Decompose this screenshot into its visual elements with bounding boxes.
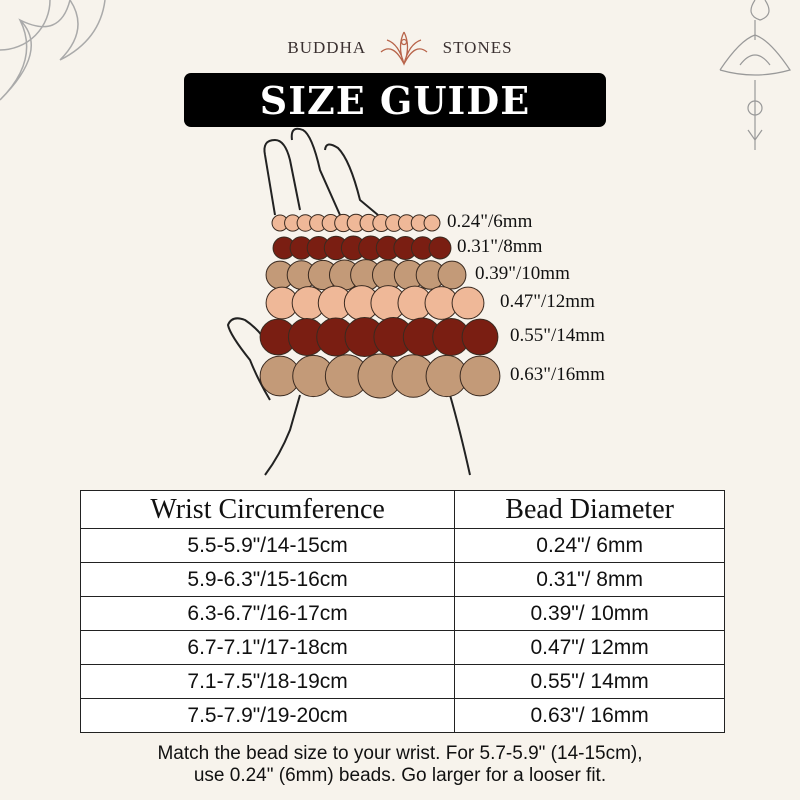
bead [437, 260, 467, 290]
table-row: 6.3-6.7"/16-17cm 0.39"/ 10mm [79, 596, 725, 631]
bead-diameter-cell: 0.39"/ 10mm [454, 596, 725, 631]
hanging-lotus-ornament-icon [719, 0, 791, 150]
table-row: 7.5-7.9"/19-20cm 0.63"/ 16mm [79, 698, 725, 733]
bead-size-label: 0.39"/10mm [475, 263, 570, 284]
brand-left: BUDDHA [287, 38, 367, 57]
meditating-lotus-logo-icon [380, 31, 428, 66]
bead-size-label: 0.31"/8mm [457, 236, 543, 257]
bead [461, 318, 499, 356]
bead [423, 214, 441, 232]
table-row: 6.7-7.1"/17-18cm 0.47"/ 12mm [79, 630, 725, 665]
bead-size-label: 0.55"/14mm [510, 325, 605, 346]
header-wrist: Wrist Circumference [79, 490, 456, 529]
bead [451, 286, 485, 320]
brand-logo: BUDDHA STONES [0, 30, 800, 66]
bead-diameter-cell: 0.55"/ 14mm [454, 664, 725, 699]
lotus-ornament-icon [0, 0, 106, 101]
table-row: 7.1-7.5"/18-19cm 0.55"/ 14mm [79, 664, 725, 699]
bead-rows [259, 213, 501, 399]
hand-outline [226, 127, 471, 476]
wrist-cell: 7.1-7.5"/18-19cm [79, 664, 456, 699]
bead-size-label: 0.63"/16mm [510, 364, 605, 385]
wrist-cell: 5.5-5.9"/14-15cm [79, 528, 456, 563]
header-bead: Bead Diameter [454, 490, 725, 529]
bead-diameter-cell: 0.24"/ 6mm [454, 528, 725, 563]
wrist-cell: 5.9-6.3"/15-16cm [79, 562, 456, 597]
bead-diameter-cell: 0.63"/ 16mm [454, 698, 725, 733]
table-row: 5.5-5.9"/14-15cm 0.24"/ 6mm [79, 528, 725, 563]
bead [459, 355, 501, 397]
page-title: SIZE GUIDE [184, 73, 606, 127]
table-row: 5.9-6.3"/15-16cm 0.31"/ 8mm [79, 562, 725, 597]
wrist-cell: 6.7-7.1"/17-18cm [79, 630, 456, 665]
bead-size-label: 0.47"/12mm [500, 291, 595, 312]
brand-right: STONES [442, 38, 513, 57]
wrist-cell: 6.3-6.7"/16-17cm [79, 596, 456, 631]
bead-diameter-cell: 0.47"/ 12mm [454, 630, 725, 665]
bead-diameter-cell: 0.31"/ 8mm [454, 562, 725, 597]
bead-size-label: 0.24"/6mm [447, 211, 533, 232]
bead [428, 236, 452, 260]
size-table: Wrist Circumference Bead Diameter 5.5-5.… [79, 490, 725, 733]
note-line: use 0.24" (6mm) beads. Go larger for a l… [193, 765, 607, 786]
fit-note: Match the bead size to your wrist. For 5… [0, 743, 800, 787]
note-line: Match the bead size to your wrist. For 5… [157, 743, 643, 764]
wrist-cell: 7.5-7.9"/19-20cm [79, 698, 456, 733]
